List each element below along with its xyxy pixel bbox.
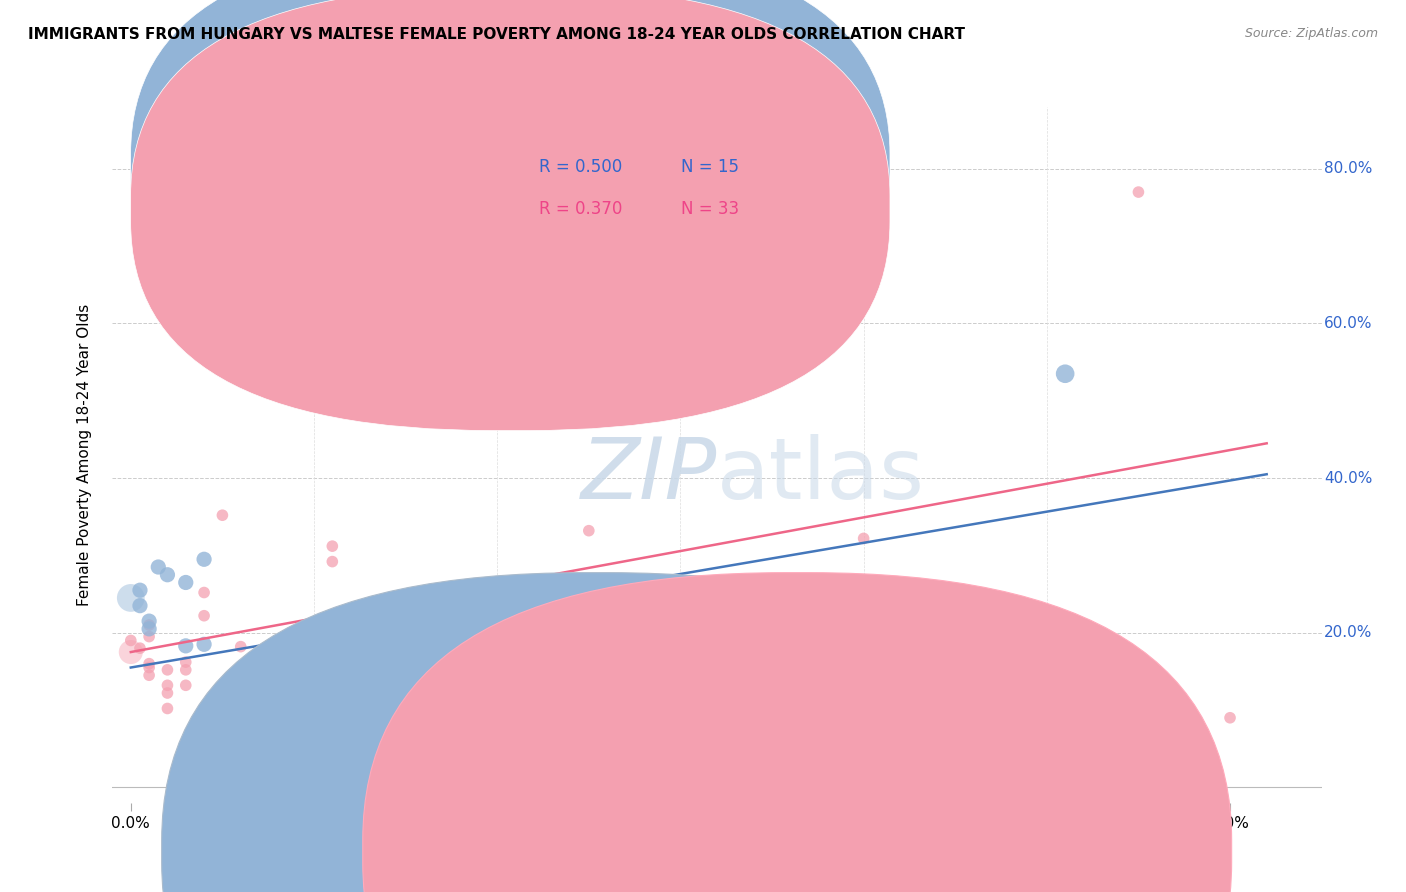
Point <box>174 663 197 677</box>
Point <box>138 614 160 628</box>
Point <box>1054 367 1077 381</box>
Point <box>321 555 343 569</box>
Point <box>193 608 215 623</box>
Point <box>450 642 472 657</box>
Point <box>156 678 179 692</box>
Point <box>229 640 252 654</box>
Point <box>174 575 197 590</box>
Point <box>669 678 692 692</box>
Point <box>1219 711 1241 725</box>
Point <box>129 599 152 613</box>
Point <box>156 701 179 715</box>
Text: Maltese: Maltese <box>815 845 875 859</box>
Text: atlas: atlas <box>717 434 925 517</box>
Text: IMMIGRANTS FROM HUNGARY VS MALTESE FEMALE POVERTY AMONG 18-24 YEAR OLDS CORRELAT: IMMIGRANTS FROM HUNGARY VS MALTESE FEMAL… <box>28 27 965 42</box>
Point <box>129 641 152 656</box>
Point <box>138 622 160 636</box>
Text: 40.0%: 40.0% <box>1324 471 1372 485</box>
Point <box>193 637 215 651</box>
Point <box>211 508 233 523</box>
Point <box>486 632 509 646</box>
Text: 20.0%: 20.0% <box>1324 625 1372 640</box>
Point <box>276 645 298 659</box>
Point <box>174 639 197 653</box>
Point <box>266 378 288 392</box>
Point <box>852 686 875 700</box>
Point <box>1128 185 1150 199</box>
Text: N = 15: N = 15 <box>681 158 738 176</box>
Point <box>357 640 380 654</box>
Point <box>578 717 600 731</box>
Point <box>523 764 546 778</box>
Point <box>138 668 160 682</box>
Text: R = 0.500: R = 0.500 <box>540 158 623 176</box>
Point <box>120 591 142 605</box>
Point <box>138 657 160 671</box>
Point <box>156 686 179 700</box>
Point <box>120 645 142 659</box>
FancyBboxPatch shape <box>131 0 890 389</box>
Point <box>193 552 215 566</box>
Point <box>129 583 152 598</box>
Point <box>156 663 179 677</box>
Point <box>120 633 142 648</box>
Text: 80.0%: 80.0% <box>1324 161 1372 177</box>
Point <box>148 560 170 574</box>
Point <box>889 678 911 692</box>
FancyBboxPatch shape <box>475 133 820 250</box>
Text: Source: ZipAtlas.com: Source: ZipAtlas.com <box>1244 27 1378 40</box>
Point <box>138 660 160 674</box>
Point <box>394 764 416 778</box>
Point <box>578 524 600 538</box>
Point <box>193 585 215 599</box>
Text: ZIP: ZIP <box>581 434 717 517</box>
Point <box>394 747 416 762</box>
Point <box>174 678 197 692</box>
Point <box>138 630 160 644</box>
Point <box>432 747 454 762</box>
Y-axis label: Female Poverty Among 18-24 Year Olds: Female Poverty Among 18-24 Year Olds <box>77 304 91 606</box>
Point <box>321 539 343 553</box>
Point <box>138 618 160 632</box>
Text: Immigrants from Hungary: Immigrants from Hungary <box>614 845 813 859</box>
Text: R = 0.370: R = 0.370 <box>540 200 623 218</box>
Point <box>156 567 179 582</box>
Point <box>852 532 875 546</box>
Text: 60.0%: 60.0% <box>1324 316 1372 331</box>
Point <box>174 655 197 669</box>
Point <box>943 701 966 715</box>
Text: N = 33: N = 33 <box>681 200 740 218</box>
FancyBboxPatch shape <box>131 0 890 431</box>
